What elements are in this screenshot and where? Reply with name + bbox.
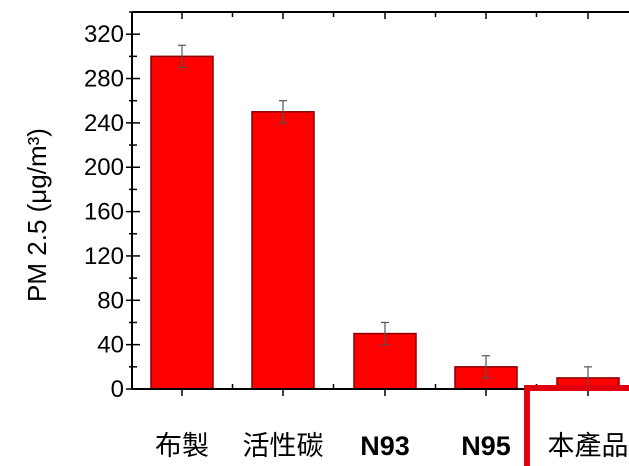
bars-layer	[150, 44, 620, 390]
category-label-2: 活性碳	[243, 431, 324, 462]
y-tick-label-160: 160	[84, 199, 124, 226]
y-tick-label-40: 40	[97, 332, 124, 359]
y-tick-label-320: 320	[84, 21, 124, 48]
y-tick-label-240: 240	[84, 110, 124, 137]
y-tick-label-120: 120	[84, 243, 124, 270]
y-tick-label-200: 200	[84, 154, 124, 181]
category-label-4: N95	[461, 431, 511, 461]
highlight-box	[524, 385, 629, 466]
category-label-1: 布製	[155, 431, 209, 462]
y-axis-label: PM 2.5 (μg/m³)	[22, 128, 52, 302]
category-label-5: 本產品	[548, 431, 629, 462]
axes-layer	[126, 11, 629, 396]
bar-1	[150, 55, 214, 390]
y-tick-label-280: 280	[84, 66, 124, 93]
labels-layer: 0 40 80 120 160 200 240 280 320 布製 活性碳 N93 N95 本產品	[84, 21, 629, 462]
y-tick-label-80: 80	[97, 287, 124, 314]
bar-2	[251, 111, 315, 390]
category-label-3: N93	[360, 431, 410, 461]
y-tick-label-0: 0	[111, 376, 124, 403]
